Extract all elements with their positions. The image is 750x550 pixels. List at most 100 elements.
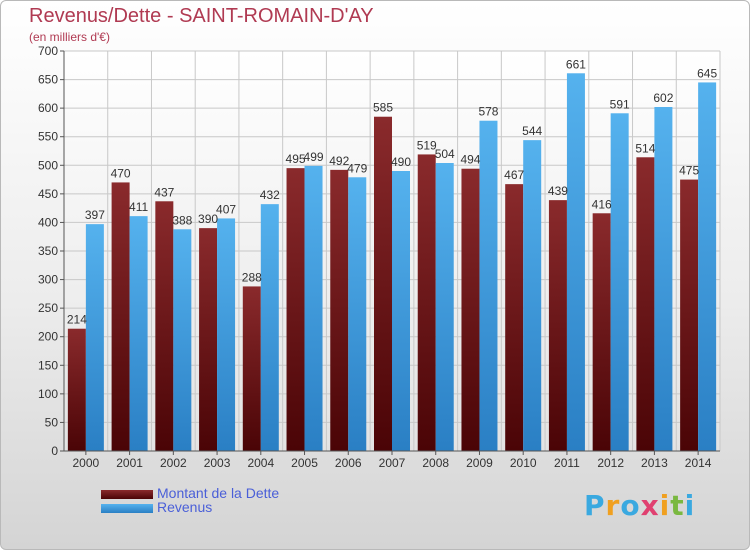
chart-title: Revenus/Dette - SAINT-ROMAIN-D'AY bbox=[29, 5, 374, 27]
x-tick-label: 2013 bbox=[641, 456, 668, 470]
data-label-debt: 494 bbox=[460, 153, 480, 167]
bar-debt bbox=[286, 168, 305, 451]
data-label-debt: 416 bbox=[592, 197, 612, 211]
x-tick-label: 2012 bbox=[597, 456, 624, 470]
x-tick-label: 2001 bbox=[116, 456, 143, 470]
bar-debt bbox=[505, 184, 524, 451]
y-tick-label: 450 bbox=[38, 187, 58, 201]
data-label-revenue: 432 bbox=[260, 188, 280, 202]
bar-revenue bbox=[392, 171, 410, 451]
data-label-debt: 214 bbox=[67, 313, 87, 327]
logo-letter: o bbox=[620, 489, 641, 522]
x-tick-label: 2002 bbox=[160, 456, 187, 470]
bar-revenue bbox=[304, 165, 323, 451]
logo-letter: P bbox=[584, 489, 606, 522]
data-label-debt: 390 bbox=[198, 212, 218, 226]
logo-letter: t bbox=[670, 489, 685, 522]
data-label-debt: 467 bbox=[504, 168, 524, 182]
bar-revenue bbox=[610, 113, 629, 452]
bar-revenue bbox=[654, 107, 673, 451]
data-label-revenue: 411 bbox=[129, 200, 148, 214]
data-label-revenue: 602 bbox=[653, 91, 673, 105]
data-label-debt: 514 bbox=[635, 141, 655, 155]
y-tick-label: 300 bbox=[38, 273, 58, 287]
bar-revenue bbox=[85, 224, 104, 451]
bar-revenue bbox=[698, 82, 717, 451]
legend-swatch-revenue bbox=[101, 504, 153, 513]
bar-revenue bbox=[523, 140, 542, 451]
bar-debt bbox=[67, 328, 86, 451]
y-tick-label: 600 bbox=[38, 101, 58, 115]
bar-debt bbox=[155, 201, 174, 451]
y-tick-label: 650 bbox=[38, 73, 58, 87]
data-label-debt: 519 bbox=[417, 138, 437, 152]
bar-debt bbox=[374, 116, 392, 451]
data-label-debt: 492 bbox=[329, 154, 349, 168]
data-label-revenue: 645 bbox=[697, 66, 717, 80]
bar-debt bbox=[111, 182, 130, 451]
data-label-revenue: 407 bbox=[216, 202, 236, 216]
data-label-revenue: 504 bbox=[435, 147, 455, 161]
data-label-debt: 585 bbox=[373, 101, 393, 115]
bar-debt bbox=[330, 169, 349, 451]
x-tick-label: 2000 bbox=[73, 456, 100, 470]
y-tick-label: 50 bbox=[45, 415, 59, 429]
y-tick-label: 150 bbox=[38, 358, 58, 372]
y-tick-label: 700 bbox=[38, 44, 58, 58]
data-label-debt: 288 bbox=[242, 270, 262, 284]
bar-revenue bbox=[173, 229, 192, 451]
x-tick-label: 2006 bbox=[335, 456, 362, 470]
bar-debt bbox=[199, 228, 218, 451]
y-tick-label: 100 bbox=[38, 387, 58, 401]
bar-revenue bbox=[479, 120, 498, 451]
y-tick-label: 0 bbox=[51, 444, 58, 458]
logo-letter: x bbox=[640, 489, 660, 522]
y-tick-label: 500 bbox=[38, 158, 58, 172]
bar-revenue bbox=[435, 163, 454, 451]
data-label-revenue: 479 bbox=[347, 161, 367, 175]
data-label-revenue: 397 bbox=[85, 208, 105, 222]
data-label-revenue: 661 bbox=[566, 57, 586, 71]
data-label-debt: 495 bbox=[286, 152, 306, 166]
data-label-debt: 470 bbox=[111, 166, 131, 180]
bar-debt bbox=[592, 213, 611, 451]
legend-label-debt: Montant de la Dette bbox=[157, 485, 280, 501]
x-tick-label: 2008 bbox=[422, 456, 449, 470]
y-tick-label: 200 bbox=[38, 330, 58, 344]
data-label-revenue: 591 bbox=[610, 97, 630, 111]
y-tick-label: 350 bbox=[38, 244, 58, 258]
bar-revenue bbox=[217, 218, 236, 451]
x-tick-label: 2004 bbox=[247, 456, 274, 470]
proxiti-logo: Proxiti bbox=[584, 489, 695, 522]
bar-revenue bbox=[348, 177, 367, 452]
y-tick-label: 250 bbox=[38, 301, 58, 315]
legend-swatch-debt bbox=[101, 490, 153, 499]
data-label-revenue: 499 bbox=[304, 150, 324, 164]
y-tick-label: 400 bbox=[38, 215, 58, 229]
bar-revenue bbox=[260, 204, 279, 451]
chart-subtitle: (en milliers d'€) bbox=[29, 30, 110, 44]
bar-debt bbox=[461, 168, 480, 451]
x-tick-label: 2009 bbox=[466, 456, 493, 470]
bar-debt bbox=[417, 154, 436, 451]
logo-letter: i bbox=[659, 489, 671, 522]
x-tick-label: 2003 bbox=[204, 456, 231, 470]
bar-revenue bbox=[566, 73, 585, 452]
bar-debt bbox=[680, 179, 699, 452]
bar-revenue bbox=[129, 216, 148, 451]
bar-debt bbox=[636, 157, 655, 452]
logo-letter: i bbox=[684, 489, 696, 522]
y-tick-label: 550 bbox=[38, 130, 58, 144]
data-label-debt: 475 bbox=[679, 164, 699, 178]
bar-debt bbox=[548, 200, 567, 451]
data-label-debt: 437 bbox=[154, 185, 174, 199]
legend-label-revenue: Revenus bbox=[157, 499, 213, 515]
data-label-debt: 439 bbox=[548, 184, 568, 198]
bar-debt bbox=[242, 286, 261, 451]
x-tick-label: 2011 bbox=[554, 456, 580, 470]
x-tick-label: 2014 bbox=[685, 456, 712, 470]
data-label-revenue: 544 bbox=[522, 124, 542, 138]
logo-letter: r bbox=[605, 489, 621, 522]
